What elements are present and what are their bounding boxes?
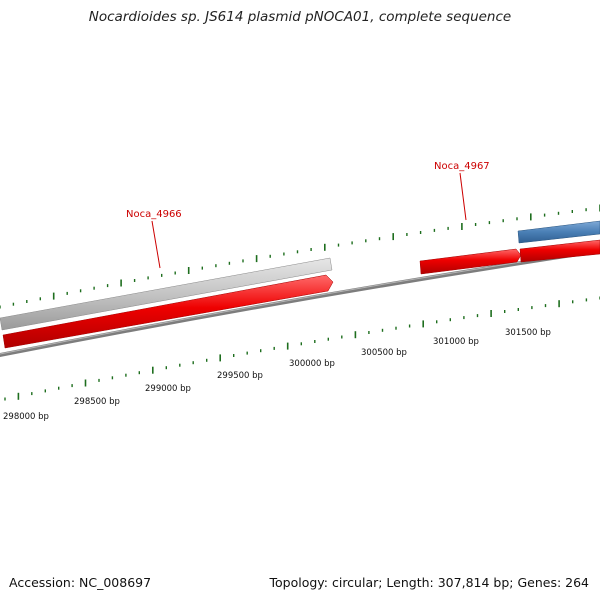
accession-text: Accession: NC_008697 bbox=[9, 575, 152, 590]
gene-label-noca-4966: Noca_4966 bbox=[126, 209, 182, 220]
position-label: 301000 bp bbox=[433, 337, 479, 347]
position-label: 300000 bp bbox=[289, 359, 335, 369]
gene-label-noca-4967: Noca_4967 bbox=[434, 161, 490, 172]
gene-noca-4966 bbox=[2, 274, 334, 349]
label-leader-noca-4967 bbox=[459, 172, 467, 221]
gene-noca-4967 bbox=[419, 248, 522, 275]
inner-tick-ring bbox=[4, 296, 600, 401]
position-label: 298500 bp bbox=[74, 397, 120, 407]
page-title: Nocardioides sp. JS614 plasmid pNOCA01, … bbox=[88, 9, 512, 25]
gene-blue-right bbox=[517, 220, 600, 244]
position-label: 299500 bp bbox=[217, 371, 263, 381]
gene-red-right bbox=[519, 239, 600, 263]
position-label: 301500 bp bbox=[505, 328, 551, 338]
sequence-backbone bbox=[0, 248, 600, 358]
gene-gray bbox=[0, 257, 333, 331]
position-label: 298000 bp bbox=[3, 412, 49, 422]
label-leader-noca-4966 bbox=[151, 220, 161, 269]
topology-summary: Topology: circular; Length: 307,814 bp; … bbox=[269, 575, 590, 590]
sequence-backbone-highlight bbox=[0, 249, 600, 355]
position-label: 299000 bp bbox=[145, 384, 191, 394]
outer-tick-ring bbox=[0, 204, 600, 309]
position-label: 300500 bp bbox=[361, 348, 407, 358]
